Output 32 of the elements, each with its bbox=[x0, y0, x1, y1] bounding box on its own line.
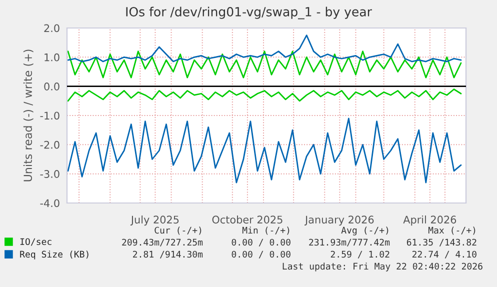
text: 209.43m/727.25m bbox=[122, 238, 203, 246]
y-tick-label: -3.0 bbox=[40, 170, 60, 178]
y-axis-title: Units read (-) / write (+) bbox=[23, 50, 34, 182]
y-tick-label: 1.0 bbox=[44, 53, 60, 62]
x-tick-label: January 2026 bbox=[304, 216, 374, 226]
text: 0.00 / 0.00 bbox=[232, 238, 290, 246]
line-series bbox=[67, 50, 462, 78]
text: 22.74 / 4.10 bbox=[412, 250, 476, 258]
y-tick-label: 0.0 bbox=[44, 82, 60, 90]
y-tick-label: -1.0 bbox=[40, 112, 60, 120]
x-tick-label: July 2025 bbox=[130, 216, 179, 226]
text: 61.35 /143.82 bbox=[406, 238, 476, 246]
text: 0.00 / 0.00 bbox=[232, 250, 290, 258]
legend-label: Req Size (KB) bbox=[20, 250, 88, 260]
line-series bbox=[67, 34, 462, 62]
text: Last update: Fri May 22 02:40:22 2026 bbox=[282, 262, 482, 272]
y-tick-label: -4.0 bbox=[40, 199, 60, 208]
x-tick-label: April 2026 bbox=[403, 216, 456, 226]
line-series bbox=[67, 118, 462, 184]
text: 231.93m/777.42m bbox=[309, 238, 390, 246]
x-tick-label: October 2025 bbox=[212, 216, 282, 224]
y-tick-label: -2.0 bbox=[40, 140, 60, 149]
text: Cur (-/+) bbox=[154, 226, 202, 235]
legend-label: IO/sec bbox=[20, 238, 52, 246]
text: Min (-/+) bbox=[242, 226, 290, 235]
text: Avg (-/+) bbox=[341, 226, 388, 236]
text: Max (-/+) bbox=[428, 226, 476, 235]
text: 2.81 /914.30m bbox=[133, 250, 203, 258]
y-tick-label: 2.0 bbox=[44, 24, 60, 32]
line-series bbox=[67, 88, 462, 102]
chart-title: IOs for /dev/ring01-vg/swap_1 - by year bbox=[126, 6, 372, 20]
text: 2.59 / 1.02 bbox=[330, 250, 390, 258]
